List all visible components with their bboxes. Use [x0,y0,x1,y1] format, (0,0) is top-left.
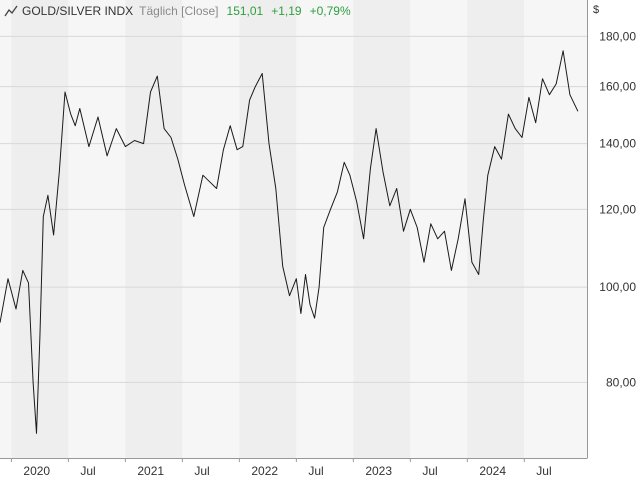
y-tick-label: 80,00 [606,375,636,389]
price-change: +1,19 [271,4,302,18]
x-tick-label: 2024 [479,464,506,478]
x-tick-label: 2022 [251,464,278,478]
background-band [182,0,240,458]
x-tick-label: 2021 [137,464,164,478]
background-band [239,0,297,458]
x-tick-label: Jul [422,464,437,478]
background-band [410,0,468,458]
x-tick-label: Jul [194,464,209,478]
x-tick-label: 2020 [23,464,50,478]
price-change-percent: +0,79% [309,4,351,18]
x-tick-label: Jul [536,464,551,478]
y-tick-label: 100,00 [599,280,636,294]
y-tick-label: 180,00 [599,29,636,43]
chart-header: GOLD/SILVER INDX Täglich [Close] 151,01 … [4,4,351,18]
y-tick-label: 140,00 [599,137,636,151]
line-chart-icon [4,5,18,17]
background-band [125,0,183,458]
background-band [68,0,126,458]
x-tick-label: 2023 [365,464,392,478]
background-band [296,0,354,458]
background-band [11,0,69,458]
y-tick-label: 160,00 [599,80,636,94]
y-tick-label: 120,00 [599,202,636,216]
background-band [524,0,587,458]
period-label: Täglich [Close] [139,4,219,18]
currency-label: $ [593,4,600,16]
price-line [0,50,579,434]
x-tick-label: Jul [308,464,323,478]
background-band [0,0,12,458]
last-price: 151,01 [226,4,264,18]
x-tick-label: Jul [80,464,95,478]
background-band [467,0,525,458]
symbol-label: GOLD/SILVER INDX [22,4,134,18]
background-band [353,0,411,458]
